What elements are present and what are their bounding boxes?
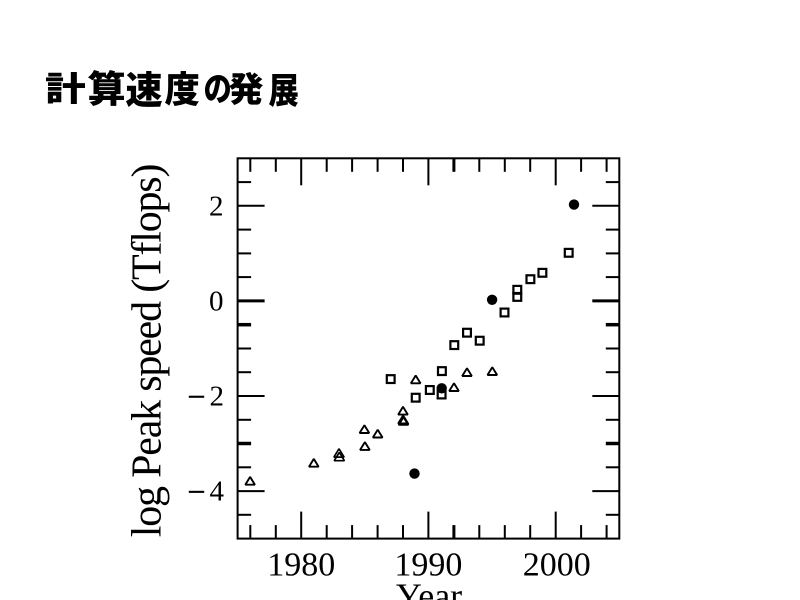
svg-text:2000: 2000 — [523, 547, 591, 584]
svg-text:2: 2 — [209, 190, 224, 222]
svg-text:1980: 1980 — [267, 547, 335, 584]
svg-text:log Peak speed (Tflops): log Peak speed (Tflops) — [125, 165, 171, 538]
svg-text:2: 2 — [210, 381, 225, 413]
svg-text:4: 4 — [210, 476, 225, 508]
svg-text:0: 0 — [209, 285, 224, 317]
svg-text:1990: 1990 — [394, 547, 462, 584]
svg-text:Year: Year — [396, 576, 462, 600]
